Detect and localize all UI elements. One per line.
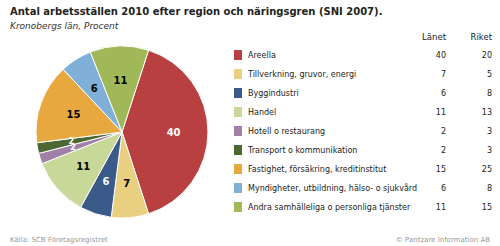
legend-label: Handel: [248, 108, 276, 117]
column-header: Länet: [422, 32, 447, 42]
legend-label: Byggindustri: [248, 89, 299, 98]
legend-label: Areella: [248, 51, 276, 60]
legend-label: Transport o kommunikation: [247, 146, 357, 155]
legend-label: Tillverkning, gruvor, energi: [247, 70, 356, 79]
data-label: 2: [69, 137, 75, 146]
table-value: 6: [441, 89, 446, 98]
table-value: 3: [487, 146, 492, 155]
data-label: 11: [113, 75, 127, 86]
table-value: 13: [482, 108, 492, 117]
table-value: 2: [441, 146, 446, 155]
legend-label: Myndigheter, utbildning, hälso- o sjukvå…: [248, 183, 417, 193]
legend-swatch: [234, 107, 242, 117]
slice: [90, 46, 148, 132]
legend-swatch: [234, 145, 242, 155]
table-value: 20: [482, 51, 492, 60]
slices: [36, 46, 208, 218]
column-header: Riket: [471, 32, 493, 42]
legend-table: Länet Riket Areella 40 20 Tillverkning, gruvo…: [234, 32, 493, 212]
data-label: 11: [76, 161, 90, 172]
table-value: 8: [487, 184, 492, 193]
data-label: 40: [167, 127, 181, 138]
table-value: 7: [441, 70, 446, 79]
legend-label: Hotell o restaurang: [248, 127, 325, 136]
legend-label: Andra samhälleliga o personliga tjänster: [248, 203, 411, 212]
footer-right: © Pantzare Information AB: [396, 236, 490, 244]
footer-left: Källa: SCB Företagsregistret: [10, 236, 108, 244]
legend-swatch: [234, 164, 242, 174]
table-value: 6: [441, 184, 446, 193]
legend-swatch: [234, 126, 242, 136]
table-value: 11: [436, 203, 446, 212]
data-label: 15: [66, 109, 80, 120]
title: Antal arbetsställen 2010 efter region oc…: [10, 6, 382, 17]
legend-swatch: [234, 69, 242, 79]
data-label: 7: [123, 178, 130, 189]
table-value: 5: [487, 70, 492, 79]
legend-swatch: [234, 50, 242, 60]
table-value: 15: [482, 203, 492, 212]
data-label: 6: [103, 176, 110, 187]
table-value: 40: [436, 51, 446, 60]
table-value: 11: [436, 108, 446, 117]
legend-swatch: [234, 183, 242, 193]
subtitle: Kronobergs län, Procent: [10, 21, 119, 31]
table-value: 15: [436, 165, 446, 174]
data-labels: 4076112215611: [66, 75, 180, 189]
table-value: 2: [441, 127, 446, 136]
legend-label: Fastighet, försäkring, kreditinstitut: [248, 165, 386, 174]
data-label: 6: [91, 83, 98, 94]
table-value: 8: [487, 89, 492, 98]
legend-swatch: [234, 202, 242, 212]
table-value: 25: [482, 165, 492, 174]
pie: 4076112215611: [36, 46, 208, 218]
table-value: 3: [487, 127, 492, 136]
chart: Antal arbetsställen 2010 efter region oc…: [0, 0, 500, 246]
legend-swatch: [234, 88, 242, 98]
